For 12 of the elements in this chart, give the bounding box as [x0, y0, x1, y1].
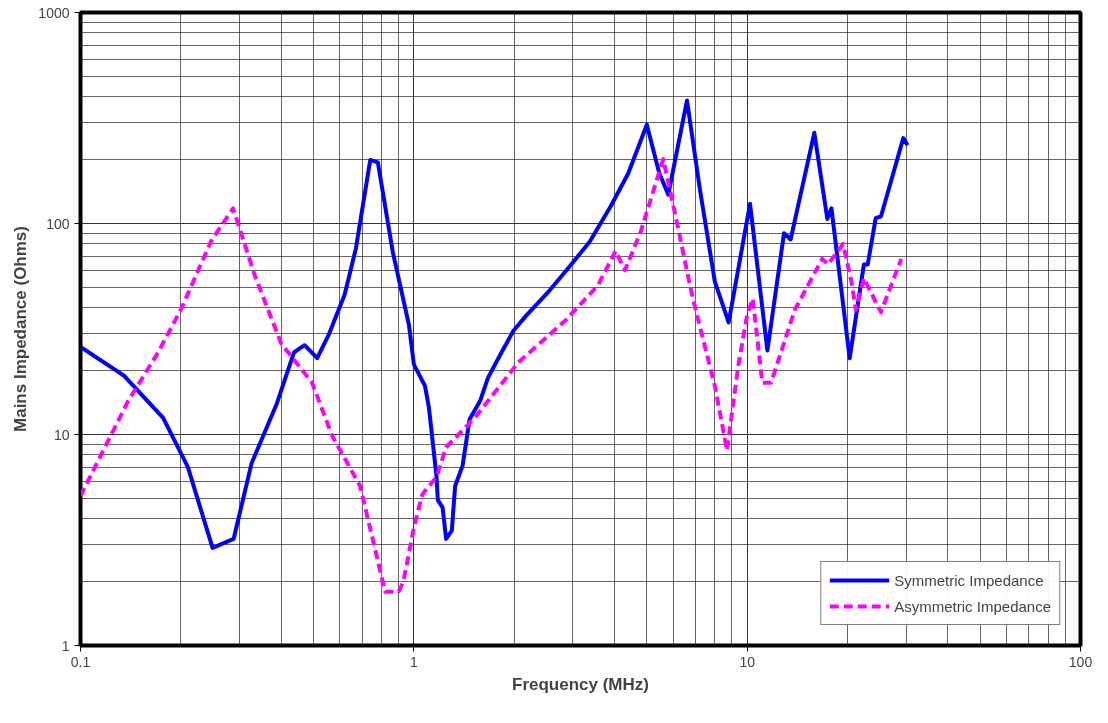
legend-label: Asymmetric Impedance — [894, 597, 1051, 615]
legend-label: Symmetric Impedance — [894, 571, 1044, 589]
y-tick-label: 100 — [46, 215, 70, 232]
y-axis-title: Mains Impedance (Ohms) — [11, 226, 31, 432]
y-tick-label: 1 — [61, 637, 70, 654]
x-tick-label: 10 — [739, 653, 756, 670]
x-tick-label: 0.1 — [70, 653, 91, 670]
x-tick-label: 1 — [409, 653, 418, 670]
x-tick-label: 100 — [1068, 653, 1093, 670]
y-tick-label: 10 — [53, 426, 70, 443]
x-axis-title: Frequency (MHz) — [512, 674, 649, 694]
y-tick-label: 1000 — [38, 4, 70, 21]
